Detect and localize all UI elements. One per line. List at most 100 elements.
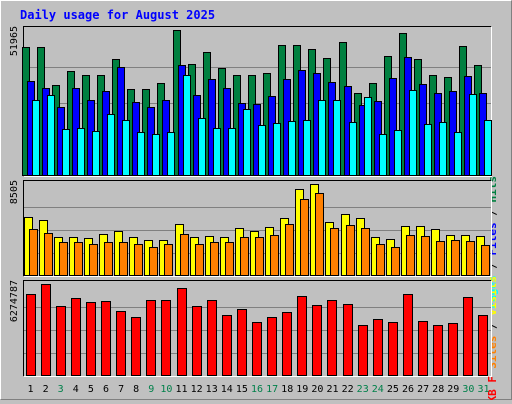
bar-kb-f-day-29 <box>448 323 458 376</box>
bar-pages-day-10 <box>167 132 175 176</box>
panel-top-bars <box>22 30 492 176</box>
bar-pages-day-24 <box>379 134 387 176</box>
bar-pages-day-17 <box>273 123 281 176</box>
panel-border-light <box>23 180 492 277</box>
bar-kb-f-day-15 <box>237 309 247 376</box>
bar-pages-day-13 <box>213 128 221 176</box>
bar-sites-day-6 <box>104 242 113 276</box>
bar-kb-f-day-19 <box>297 296 307 376</box>
bar-kb-f-day-10 <box>161 300 171 376</box>
bar-kb-f-day-3 <box>56 306 66 376</box>
x-tick-label: 16 <box>251 384 263 395</box>
bar-sites-day-15 <box>240 237 249 276</box>
bar-sites-day-20 <box>315 193 324 276</box>
bar-pages-day-25 <box>394 130 402 176</box>
bar-kb-f-day-8 <box>131 317 141 376</box>
panel-middle-bars <box>24 184 490 276</box>
x-tick-label: 24 <box>372 384 384 395</box>
x-axis-day-labels: 1 2 3 4 5 6 7 8 9 10 11 12 13 14 15 16 17 18 19 20 21 22 23 24 2… <box>27 384 489 395</box>
bar-sites-day-17 <box>270 235 279 276</box>
bar-sites-day-21 <box>330 228 339 276</box>
bar-sites-day-4 <box>74 242 83 276</box>
bar-kb-f-day-2 <box>41 284 51 376</box>
bar-kb-f-day-6 <box>101 301 111 376</box>
bar-kb-f-day-28 <box>433 325 443 376</box>
bar-pages-day-14 <box>228 128 236 176</box>
bar-files-day-13 <box>208 79 216 176</box>
bar-kb-f-day-22 <box>343 304 353 376</box>
bar-sites-day-24 <box>376 244 385 276</box>
x-tick-label: 28 <box>432 384 444 395</box>
x-tick-label: 12 <box>191 384 203 395</box>
panel-top-y-max-label: 51965 <box>9 26 20 56</box>
x-tick-label: 27 <box>417 384 429 395</box>
x-tick-label: 26 <box>402 384 414 395</box>
bar-kb-f-day-1 <box>26 294 36 376</box>
bar-sites-day-13 <box>210 242 219 276</box>
bar-sites-day-27 <box>421 236 430 276</box>
bar-sites-day-28 <box>436 241 445 276</box>
x-tick-label: 15 <box>236 384 248 395</box>
bar-pages-day-8 <box>137 132 145 176</box>
x-tick-label: 31 <box>477 384 489 395</box>
x-tick-label: 13 <box>206 384 218 395</box>
bar-pages-day-23 <box>364 97 372 176</box>
x-tick-label: 5 <box>88 384 94 395</box>
bar-pages-day-6 <box>107 114 115 176</box>
x-tick-label: 17 <box>266 384 278 395</box>
x-tick-label: 8 <box>133 384 139 395</box>
x-tick-label: 1 <box>27 384 33 395</box>
bar-pages-day-1 <box>32 100 40 176</box>
chart-title: Daily usage for August 2025 <box>20 8 215 22</box>
bar-kb-f-day-9 <box>146 300 156 376</box>
bar-kb-f-day-14 <box>222 315 232 376</box>
x-tick-label: 18 <box>281 384 293 395</box>
bar-sites-day-18 <box>285 224 294 276</box>
bar-pages-day-29 <box>454 132 462 176</box>
bar-pages-day-16 <box>258 125 266 176</box>
bar-sites-day-11 <box>180 234 189 276</box>
bar-sites-day-30 <box>466 241 475 276</box>
bar-pages-day-26 <box>409 90 417 176</box>
bar-pages-day-5 <box>92 131 100 176</box>
bar-sites-day-25 <box>391 247 400 276</box>
bar-sites-day-7 <box>119 242 128 276</box>
hits-files-pages-panel: 51965 Pages / Files / Hits <box>9 26 499 309</box>
bar-pages-day-3 <box>62 129 70 176</box>
panel-bottom-bars <box>26 284 488 376</box>
bar-sites-day-14 <box>225 242 234 276</box>
panel-border-light <box>23 26 492 177</box>
bar-kb-f-day-27 <box>418 321 428 376</box>
side-label-f: F <box>486 376 499 383</box>
bar-pages-day-4 <box>77 128 85 176</box>
x-tick-label: 4 <box>73 384 79 395</box>
bar-pages-day-12 <box>198 118 206 176</box>
side-label-kb: KB <box>486 389 499 400</box>
x-tick-label: 22 <box>342 384 354 395</box>
bar-sites-day-29 <box>451 240 460 276</box>
bar-kb-f-day-13 <box>207 300 217 376</box>
bar-pages-day-20 <box>318 100 326 176</box>
bar-sites-day-12 <box>195 244 204 276</box>
bar-kb-f-day-5 <box>86 302 96 376</box>
svg-text:KB F: KB F <box>486 376 499 400</box>
bar-pages-day-19 <box>303 120 311 176</box>
x-tick-label: 9 <box>148 384 154 395</box>
bar-pages-day-27 <box>424 124 432 176</box>
bar-kb-f-day-23 <box>358 325 368 376</box>
bar-pages-day-2 <box>47 95 55 176</box>
bar-pages-day-22 <box>349 122 357 176</box>
x-tick-label: 14 <box>221 384 233 395</box>
x-tick-label: 21 <box>326 384 338 395</box>
bar-kb-f-day-4 <box>71 298 81 376</box>
x-tick-label: 3 <box>58 384 64 395</box>
bar-pages-day-11 <box>183 75 191 176</box>
x-tick-label: 2 <box>43 384 49 395</box>
x-tick-label: 23 <box>357 384 369 395</box>
bar-sites-day-5 <box>89 244 98 276</box>
bar-kb-f-day-24 <box>373 319 383 376</box>
panel-border-light <box>23 280 492 377</box>
bar-kb-f-day-30 <box>463 297 473 376</box>
